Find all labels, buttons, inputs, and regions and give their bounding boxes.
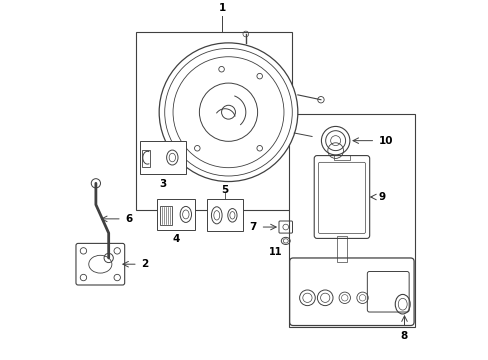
Text: 10: 10 bbox=[378, 136, 392, 146]
Text: 8: 8 bbox=[400, 331, 407, 341]
Text: 5: 5 bbox=[221, 185, 228, 195]
Text: 7: 7 bbox=[249, 222, 256, 232]
Bar bbox=[288, 114, 414, 327]
Bar bbox=[160, 206, 172, 225]
Text: 2: 2 bbox=[141, 259, 148, 269]
Bar bbox=[142, 149, 150, 167]
Bar bbox=[140, 141, 185, 175]
Circle shape bbox=[159, 43, 297, 181]
Text: 9: 9 bbox=[378, 192, 385, 202]
Text: 3: 3 bbox=[159, 179, 166, 189]
Text: 11: 11 bbox=[268, 247, 282, 257]
Bar bbox=[136, 32, 292, 210]
Text: 4: 4 bbox=[172, 234, 180, 244]
Bar bbox=[157, 199, 194, 230]
Text: 1: 1 bbox=[218, 3, 225, 13]
Text: 6: 6 bbox=[125, 214, 132, 224]
Bar bbox=[336, 235, 346, 261]
Bar bbox=[207, 199, 242, 231]
Bar bbox=[333, 155, 349, 160]
